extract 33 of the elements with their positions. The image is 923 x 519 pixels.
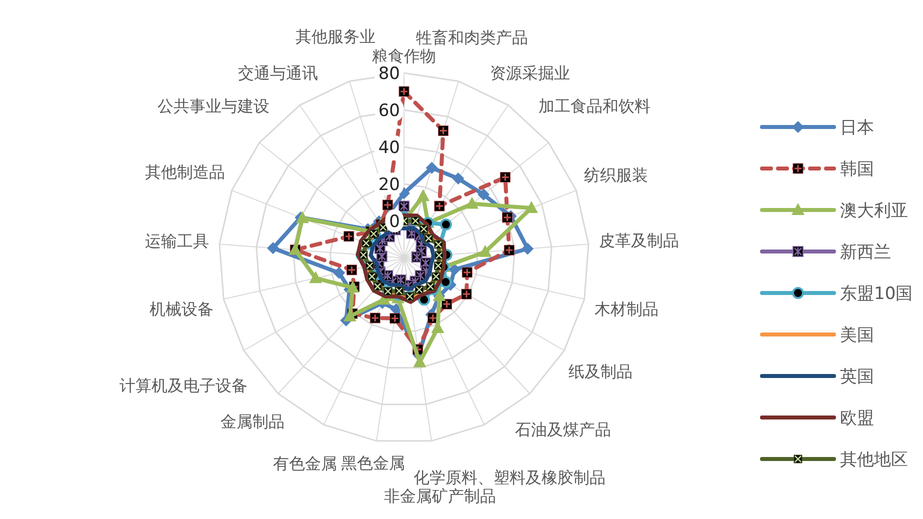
spoke-label: 其他制造品	[144, 162, 225, 182]
spoke-label: 其他服务业	[296, 26, 376, 46]
spoke-label: 金属制品	[220, 412, 285, 431]
legend-label: 英国	[840, 366, 874, 387]
legend-label: 东盟10国	[840, 284, 913, 304]
legend-label: 美国	[840, 325, 874, 346]
spoke-label: 资源采掘业	[490, 63, 570, 82]
legend-label: 日本	[840, 118, 874, 138]
spoke-label: 计算机及电子设备	[119, 376, 248, 395]
spoke-label: 黑色金属	[341, 453, 406, 472]
spoke-label: 化学原料、塑料及橡胶制品	[414, 468, 606, 488]
y-tick-label: 20	[378, 174, 400, 195]
legend-label: 欧盟	[840, 408, 874, 428]
spoke-label: 皮革及制品	[598, 230, 679, 250]
spoke-label: 公共事业与建设	[157, 96, 270, 116]
spoke-label: 有色金属	[273, 454, 338, 473]
spoke-label: 牲畜和肉类产品	[416, 28, 528, 48]
spoke-label: 纺织服装	[584, 165, 648, 184]
spoke-label: 石油及煤产品	[514, 420, 611, 439]
y-tick-label: 60	[378, 100, 400, 121]
y-tick-label: 0	[389, 212, 400, 232]
legend-label: 其他地区	[840, 450, 908, 470]
spoke-label: 非金属矿产制品	[384, 486, 496, 506]
legend-label: 澳大利亚	[840, 200, 908, 221]
legend-label: 新西兰	[840, 242, 891, 262]
spoke-label: 加工食品和饮料	[538, 96, 651, 116]
spoke-label: 机械设备	[150, 299, 214, 318]
spoke-label: 纸及制品	[568, 362, 633, 382]
y-tick-label: 80	[378, 64, 400, 84]
spoke-label: 交通与通讯	[238, 63, 318, 82]
spoke-label: 运输工具	[145, 232, 210, 251]
legend-label: 韩国	[840, 159, 874, 180]
spoke-label: 木材制品	[594, 299, 658, 318]
